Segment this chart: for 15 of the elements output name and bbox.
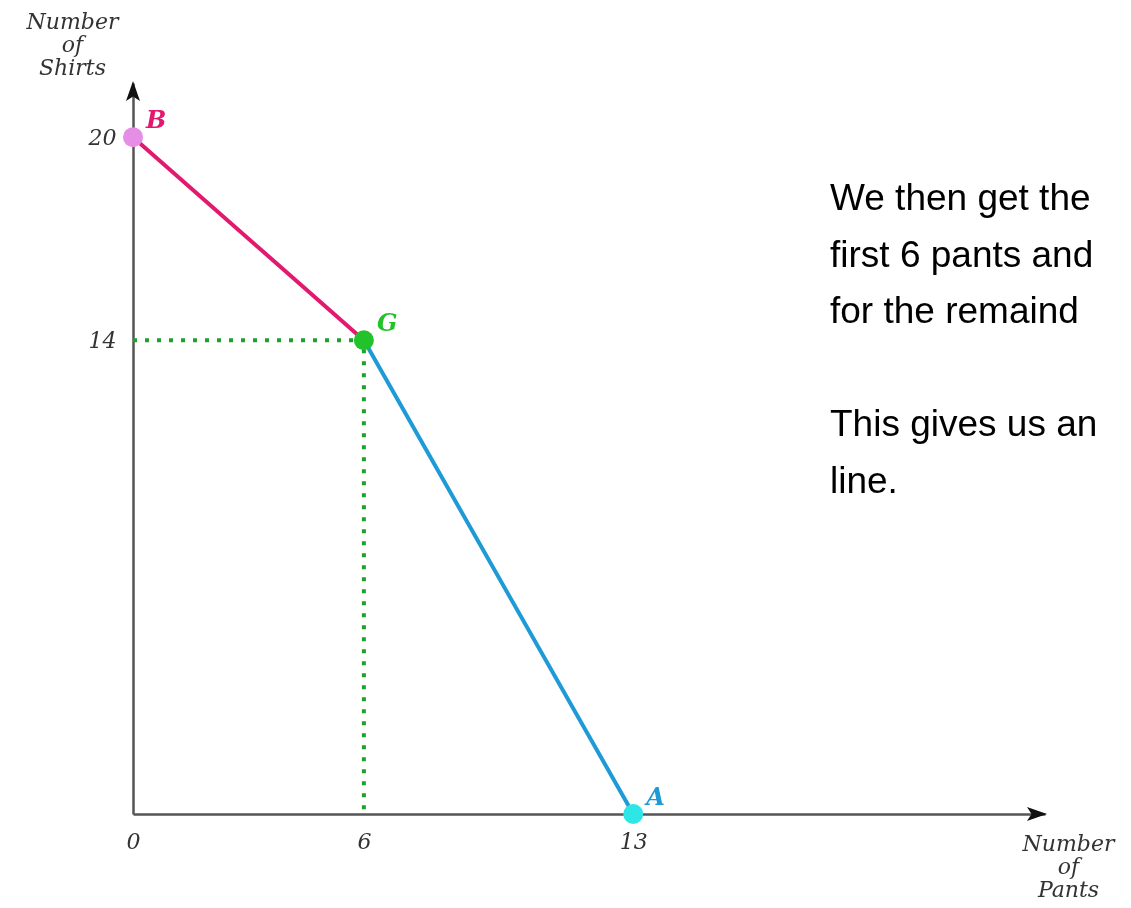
y-tick-label: 20 bbox=[87, 124, 117, 150]
y-axis-title: Number of Shirts bbox=[25, 8, 120, 80]
annotation: G bbox=[376, 308, 398, 338]
annotation: A bbox=[644, 782, 665, 811]
x-axis-title: Number of Pants bbox=[1021, 830, 1116, 902]
x-tick-label: 13 bbox=[619, 828, 648, 854]
annotation: This gives us an line. bbox=[830, 403, 1098, 501]
y-tick-label: 14 bbox=[88, 327, 117, 353]
annotation: We then get the first 6 pants and for the remaind bbox=[830, 177, 1094, 331]
annotation: B bbox=[145, 105, 167, 135]
point bbox=[353, 330, 374, 351]
x-tick-label: 6 bbox=[357, 828, 372, 854]
point bbox=[123, 127, 143, 148]
point bbox=[623, 804, 644, 824]
x-tick-label: 0 bbox=[126, 828, 141, 854]
